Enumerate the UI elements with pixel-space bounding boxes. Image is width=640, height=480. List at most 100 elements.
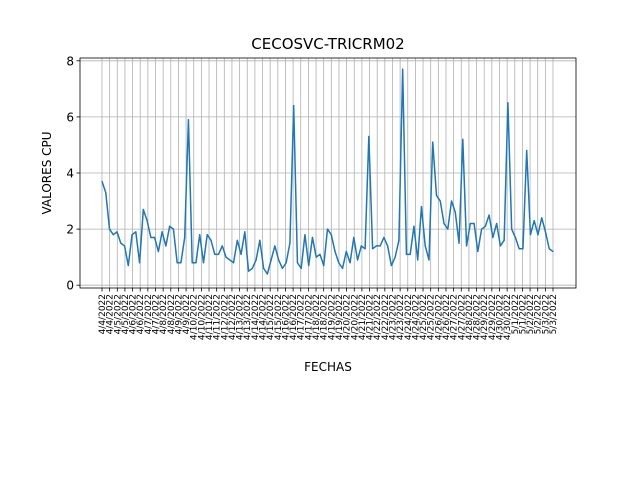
data-point [195,262,197,264]
data-point [469,222,471,225]
x-tick-label: 4/10/2022 [190,294,200,340]
data-point [398,239,400,241]
data-point [169,225,171,227]
x-tick-label: 4/15/2022 [274,294,284,340]
x-tick-label: 4/17/2022 [304,294,314,340]
data-point [161,231,163,233]
data-point [308,264,310,267]
data-point [413,225,415,227]
x-tick-label: 5/2/2022 [526,294,536,334]
data-point [180,262,182,264]
x-tick-label: 4/6/2022 [136,294,146,334]
data-point [138,262,141,264]
data-point [338,262,340,264]
data-point [131,234,133,236]
data-point [511,228,513,230]
series-layer [101,68,554,275]
data-point [417,259,419,261]
x-tick-label: 4/14/2022 [251,294,261,340]
data-point [368,135,370,138]
data-point [334,250,336,253]
data-point [356,259,359,261]
x-axis-ticks: 4/4/20224/4/20224/5/20224/5/20224/6/2022… [98,288,559,340]
y-tick-label: 2 [66,223,74,237]
data-point [526,149,528,152]
data-point [428,259,430,261]
x-tick-label: 4/24/2022 [404,294,414,340]
data-point [529,234,532,236]
data-point [458,242,460,244]
data-point [465,245,468,247]
data-point [105,192,107,194]
x-tick-label: 4/26/2022 [434,294,444,340]
data-point [443,222,445,225]
data-point [315,256,317,258]
data-point [184,236,186,239]
x-tick-label: 4/10/2022 [197,294,207,340]
data-point [285,262,287,264]
data-point [552,250,554,253]
data-point [420,206,423,208]
x-tick-label: 4/19/2022 [335,294,345,340]
data-point [101,180,103,183]
grid [80,58,576,288]
data-point [187,119,190,121]
x-tick-label: 4/29/2022 [480,294,490,340]
x-tick-label: 4/23/2022 [396,294,406,340]
data-point [383,236,385,239]
x-tick-label: 4/13/2022 [243,294,253,340]
x-tick-label: 4/9/2022 [182,294,192,334]
data-point [225,256,227,258]
data-point [123,245,126,247]
x-tick-label: 4/13/2022 [236,294,246,340]
data-point [345,250,347,253]
data-point [548,248,550,250]
x-tick-label: 4/28/2022 [473,294,483,340]
x-tick-label: 4/24/2022 [411,294,421,340]
data-point [454,211,456,213]
x-tick-label: 5/1/2022 [518,294,528,334]
x-tick-label: 4/4/2022 [98,294,108,334]
x-tick-label: 4/20/2022 [343,294,353,340]
data-point [221,245,223,247]
data-point [293,105,295,107]
x-tick-label: 4/18/2022 [312,294,322,340]
data-point [353,236,355,239]
x-tick-label: 4/25/2022 [427,294,437,340]
x-tick-label: 4/4/2022 [106,294,116,334]
data-point [390,264,392,267]
x-tick-label: 4/30/2022 [503,294,513,340]
data-point [364,248,366,250]
x-tick-label: 4/18/2022 [320,294,330,340]
data-point [270,259,272,261]
x-tick-label: 5/1/2022 [511,294,521,334]
data-point [477,250,479,253]
data-point [214,253,216,255]
data-point [232,262,235,264]
data-point [255,259,257,261]
data-point [372,248,374,250]
data-point [473,222,475,225]
x-tick-label: 5/2/2022 [534,294,544,334]
data-point [274,245,276,247]
data-point [112,234,114,236]
data-point [191,262,193,264]
x-tick-label: 4/29/2022 [488,294,498,340]
x-tick-label: 4/20/2022 [350,294,360,340]
data-point [360,245,362,247]
x-tick-label: 4/12/2022 [228,294,238,340]
data-point [488,214,490,216]
data-point [462,138,464,140]
x-tick-label: 5/3/2022 [549,294,559,334]
data-point [319,253,321,255]
data-point [217,253,220,255]
data-point [541,217,543,219]
x-tick-label: 5/3/2022 [541,294,551,334]
x-tick-label: 4/26/2022 [442,294,452,340]
x-tick-label: 4/12/2022 [220,294,230,340]
x-tick-label: 4/5/2022 [121,294,131,334]
data-point [146,220,148,222]
x-tick-label: 4/8/2022 [159,294,169,334]
chart-title: CECOSVC-TRICRM02 [251,35,404,53]
